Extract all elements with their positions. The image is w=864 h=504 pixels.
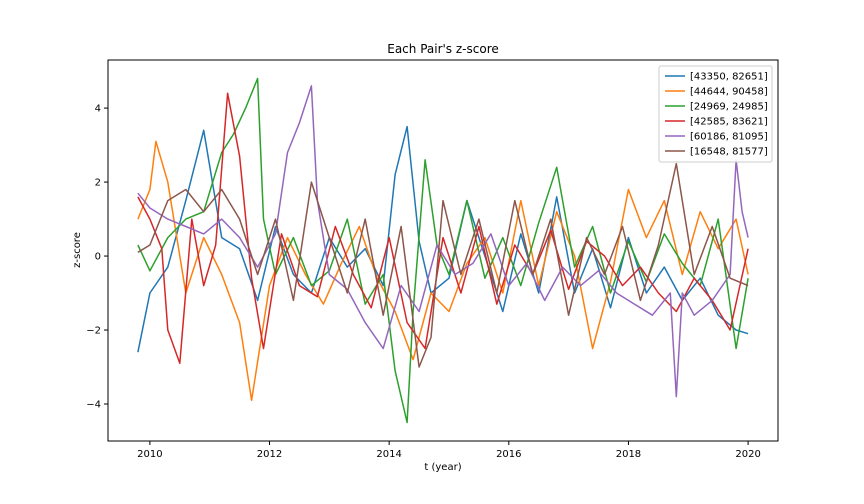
y-tick-label: 4: [95, 104, 101, 115]
legend: [43350, 82651] [44644, 90458] [24969, 2498…: [658, 65, 773, 163]
legend-label-5: [60186, 81095]: [690, 132, 768, 143]
y-axis-label: z-score: [72, 232, 83, 268]
legend-label-3: [24969, 24985]: [690, 102, 768, 113]
x-tick-label: 2016: [496, 449, 521, 460]
legend-label-4: [42585, 83621]: [690, 117, 768, 128]
x-axis-label: t (year): [424, 462, 461, 473]
x-tick-label: 2014: [376, 449, 401, 460]
axes: 2010 2012 2014 2016 2018 2020 −4 −2 0 2 4: [86, 104, 761, 460]
y-tick-label: −4: [86, 400, 101, 411]
x-tick-label: 2012: [257, 449, 282, 460]
legend-box: [658, 65, 773, 163]
series-line-3: [137, 77, 749, 424]
y-tick-label: 0: [95, 252, 101, 263]
x-tick-label: 2010: [137, 449, 162, 460]
y-tick-label: −2: [86, 326, 101, 337]
series-line-6: [137, 162, 749, 368]
x-tick-label: 2020: [735, 449, 760, 460]
series-line-2: [137, 140, 749, 402]
y-tick-label: 2: [95, 178, 101, 189]
plot-lines: [137, 77, 749, 424]
chart-title: Each Pair's z-score: [387, 42, 499, 56]
legend-label-6: [16548, 81577]: [690, 147, 768, 158]
legend-label-2: [44644, 90458]: [690, 87, 768, 98]
legend-label-1: [43350, 82651]: [690, 72, 768, 83]
plot-frame: [107, 59, 779, 442]
x-tick-label: 2018: [616, 449, 641, 460]
